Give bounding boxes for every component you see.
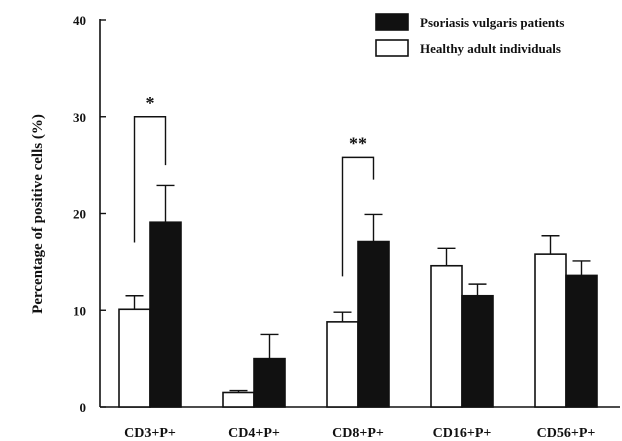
- legend-label: Healthy adult individuals: [420, 41, 561, 56]
- significance-label: **: [349, 133, 367, 153]
- bar-psoriasis: [149, 221, 182, 408]
- bar-healthy: [118, 308, 151, 408]
- significance-label: *: [146, 93, 155, 113]
- legend-swatch: [375, 13, 409, 31]
- bar-psoriasis: [357, 240, 390, 408]
- category-label: CD16+P+: [433, 426, 492, 441]
- y-tick-label: 10: [73, 303, 86, 318]
- category-label: CD3+P+: [124, 426, 176, 441]
- category-label: CD56+P+: [537, 426, 596, 441]
- legend-swatch: [375, 39, 409, 57]
- legend-label: Psoriasis vulgaris patients: [420, 15, 564, 30]
- significance-bracket: [341, 156, 375, 277]
- category-labels: CD3+P+ CD4+P+ CD8+P+ CD16+P+ CD56+P+: [124, 426, 595, 441]
- y-axis-title: Percentage of positive cells (%): [30, 114, 46, 314]
- y-tick-label: 30: [73, 110, 86, 125]
- bar-psoriasis: [253, 357, 286, 408]
- y-tick-label: 20: [73, 207, 86, 222]
- legend: Psoriasis vulgaris patients Healthy adult…: [375, 13, 564, 57]
- bar-healthy: [326, 321, 359, 408]
- y-tick-label: 0: [80, 400, 87, 415]
- bars: [118, 221, 598, 408]
- bar-healthy: [430, 264, 463, 408]
- y-tick-label: 40: [73, 13, 86, 28]
- category-label: CD4+P+: [228, 426, 280, 441]
- significance-annotations: ***: [133, 93, 375, 277]
- y-axis-ticks: 0 10 20 30 40: [73, 13, 106, 415]
- bar-psoriasis: [461, 294, 494, 408]
- error-bars: [125, 184, 591, 393]
- bar-healthy: [534, 253, 567, 408]
- bar-healthy: [222, 391, 255, 408]
- category-label: CD8+P+: [332, 426, 384, 441]
- bar-psoriasis: [565, 274, 598, 408]
- significance-bracket: [133, 116, 167, 243]
